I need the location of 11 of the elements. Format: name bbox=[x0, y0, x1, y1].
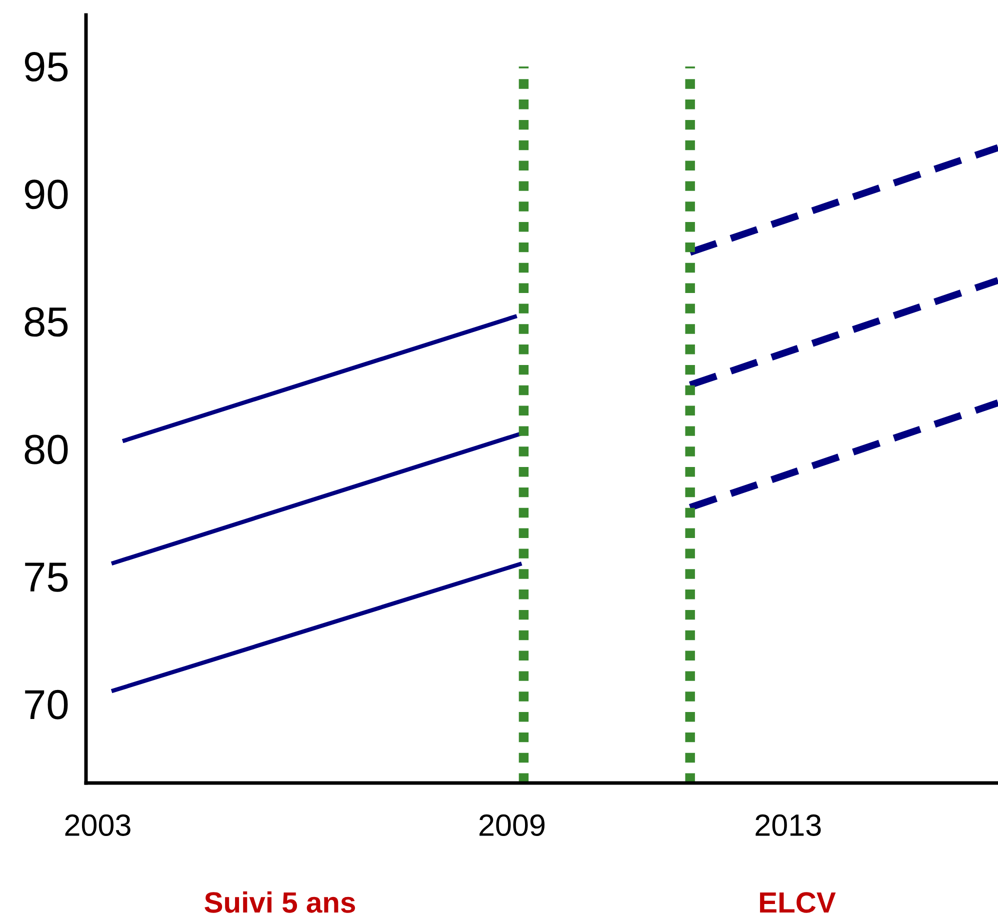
x-tick-label: 2013 bbox=[756, 814, 821, 836]
y-tick-label: 80 bbox=[24, 434, 68, 464]
y-tick-label: 90 bbox=[24, 180, 68, 210]
y-tick-label: 95 bbox=[24, 52, 68, 82]
x-tick-label: 2003 bbox=[65, 814, 130, 836]
y-tick-label: 75 bbox=[25, 562, 68, 592]
text: ELCV bbox=[760, 892, 836, 913]
x-tick-label: 2009 bbox=[480, 814, 545, 836]
y-tick-label: 85 bbox=[24, 307, 68, 337]
y-tick-label: 70 bbox=[25, 690, 68, 720]
text: Suivi 5 ans bbox=[204, 891, 355, 913]
